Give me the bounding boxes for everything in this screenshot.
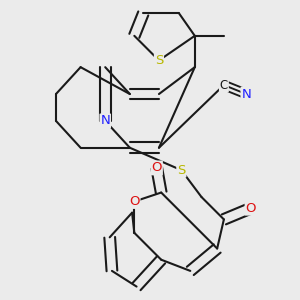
Text: N: N bbox=[100, 114, 110, 128]
Text: O: O bbox=[129, 195, 140, 208]
Text: O: O bbox=[245, 202, 256, 215]
Text: S: S bbox=[177, 164, 185, 177]
Text: O: O bbox=[152, 161, 162, 174]
Text: S: S bbox=[155, 54, 163, 67]
Text: N: N bbox=[242, 88, 251, 100]
Text: C: C bbox=[220, 79, 228, 92]
